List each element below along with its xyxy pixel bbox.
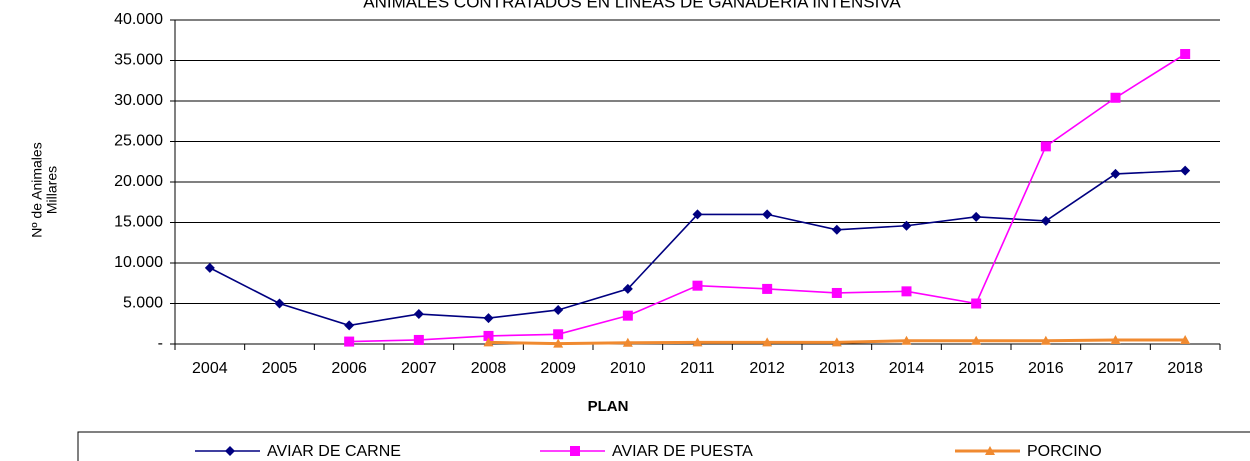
- data-point: [692, 209, 703, 220]
- x-tick-label: 2017: [1098, 360, 1134, 377]
- data-point: [692, 337, 703, 347]
- data-point: [901, 286, 912, 297]
- x-tick-label: 2008: [471, 360, 507, 377]
- data-point: [344, 320, 355, 331]
- y-tick-label: 35.000: [114, 52, 163, 69]
- data-point: [1180, 49, 1191, 60]
- y-axis-label: Nº de Animales: [29, 142, 45, 237]
- chart-title: ANIMALES CONTRATADOS EN LÍNEAS DE GANADE…: [363, 0, 901, 11]
- data-point: [971, 298, 982, 309]
- data-point: [483, 330, 494, 341]
- x-tick-label: 2016: [1028, 360, 1064, 377]
- legend-box: [77, 431, 1250, 461]
- data-point: [413, 309, 424, 320]
- x-tick-label: 2018: [1167, 360, 1203, 377]
- y-tick-label: 20.000: [114, 173, 163, 190]
- data-point: [553, 338, 564, 348]
- data-point: [971, 335, 982, 345]
- data-point: [483, 313, 494, 324]
- y-tick-label: 25.000: [114, 133, 163, 150]
- x-tick-label: 2010: [610, 360, 646, 377]
- y-axis-label: Millares: [44, 166, 60, 214]
- x-axis-label: PLAN: [588, 398, 629, 415]
- x-tick-label: 2005: [262, 360, 298, 377]
- data-point: [274, 298, 285, 309]
- series-line: [349, 53, 1186, 343]
- data-point: [413, 334, 424, 345]
- data-point: [831, 337, 842, 347]
- y-tick-label: 5.000: [123, 295, 163, 312]
- x-tick-label: 2014: [889, 360, 925, 377]
- data-point: [692, 280, 703, 291]
- data-point: [1040, 335, 1051, 345]
- data-point: [204, 262, 215, 273]
- data-point: [971, 211, 982, 222]
- data-point: [344, 336, 355, 347]
- data-point: [1110, 168, 1121, 179]
- y-tick-label: -: [158, 335, 163, 352]
- data-point: [1180, 165, 1191, 176]
- data-point: [901, 220, 912, 231]
- data-point: [762, 337, 773, 347]
- data-point: [1180, 334, 1191, 344]
- data-point: [1040, 141, 1051, 152]
- legend-marker: [570, 446, 580, 456]
- x-tick-label: 2009: [540, 360, 576, 377]
- data-point: [762, 209, 773, 220]
- legend-label: AVIAR DE CARNE: [267, 443, 401, 460]
- x-tick-label: 2012: [749, 360, 785, 377]
- y-tick-label: 30.000: [114, 92, 163, 109]
- y-tick-label: 40.000: [114, 11, 163, 28]
- legend-marker: [225, 446, 235, 456]
- series-line: [209, 169, 1186, 327]
- data-point: [553, 329, 564, 340]
- x-tick-label: 2006: [331, 360, 367, 377]
- data-point: [831, 287, 842, 298]
- data-point: [1110, 92, 1121, 103]
- legend-label: PORCINO: [1027, 443, 1102, 460]
- y-tick-label: 10.000: [114, 254, 163, 271]
- data-point: [483, 337, 494, 347]
- legend-label: AVIAR DE PUESTA: [612, 443, 753, 460]
- data-point: [553, 304, 564, 315]
- x-tick-label: 2007: [401, 360, 437, 377]
- data-point: [622, 310, 633, 321]
- y-tick-label: 15.000: [114, 214, 163, 231]
- data-point: [622, 283, 633, 294]
- data-point: [1040, 215, 1051, 226]
- legend-marker: [985, 446, 995, 455]
- data-point: [762, 283, 773, 294]
- x-tick-label: 2011: [680, 360, 715, 377]
- data-point: [1110, 334, 1121, 344]
- data-point: [622, 337, 633, 347]
- data-point: [831, 224, 842, 235]
- x-tick-label: 2013: [819, 360, 855, 377]
- x-tick-label: 2004: [192, 360, 228, 377]
- data-point: [901, 335, 912, 345]
- x-tick-label: 2015: [958, 360, 994, 377]
